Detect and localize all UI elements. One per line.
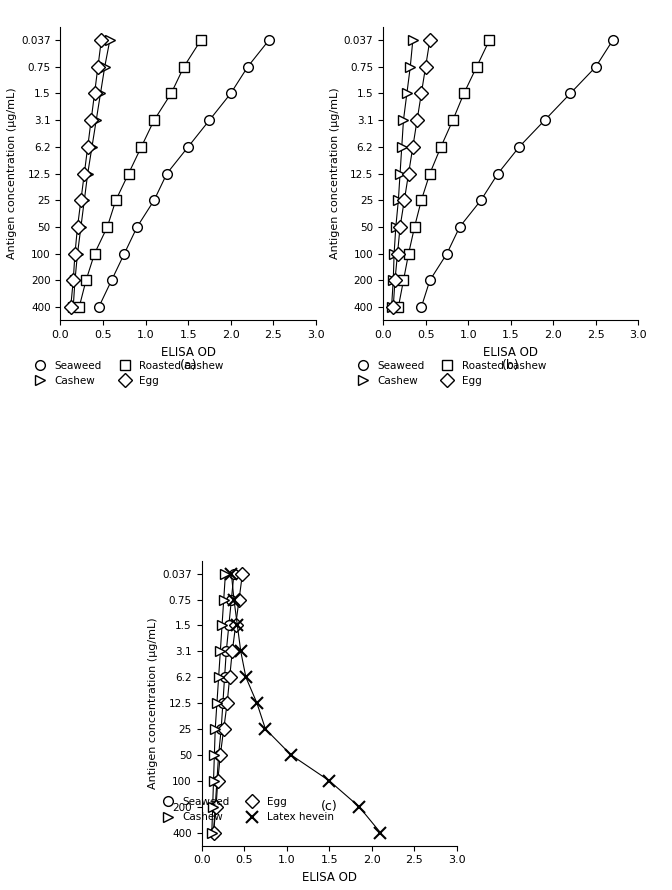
Text: (c): (c) [321, 800, 337, 813]
X-axis label: ELISA OD: ELISA OD [161, 345, 216, 359]
Legend: Seaweed, Cashew, Roasted cashew, Egg: Seaweed, Cashew, Roasted cashew, Egg [26, 357, 228, 391]
Y-axis label: Antigen concentration (μg/mL): Antigen concentration (μg/mL) [148, 618, 158, 789]
Text: (b): (b) [502, 360, 519, 372]
Legend: Seaweed, Cashew, Roasted cashew, Egg: Seaweed, Cashew, Roasted cashew, Egg [348, 357, 550, 391]
Y-axis label: Antigen concentration (μg/mL): Antigen concentration (μg/mL) [329, 88, 339, 259]
X-axis label: ELISA OD: ELISA OD [483, 345, 538, 359]
X-axis label: ELISA OD: ELISA OD [302, 870, 357, 884]
Legend: Seaweed, Cashew, Egg, Latex hevein: Seaweed, Cashew, Egg, Latex hevein [153, 793, 338, 827]
Text: (a): (a) [179, 360, 197, 372]
Y-axis label: Antigen concentration (μg/mL): Antigen concentration (μg/mL) [7, 88, 17, 259]
